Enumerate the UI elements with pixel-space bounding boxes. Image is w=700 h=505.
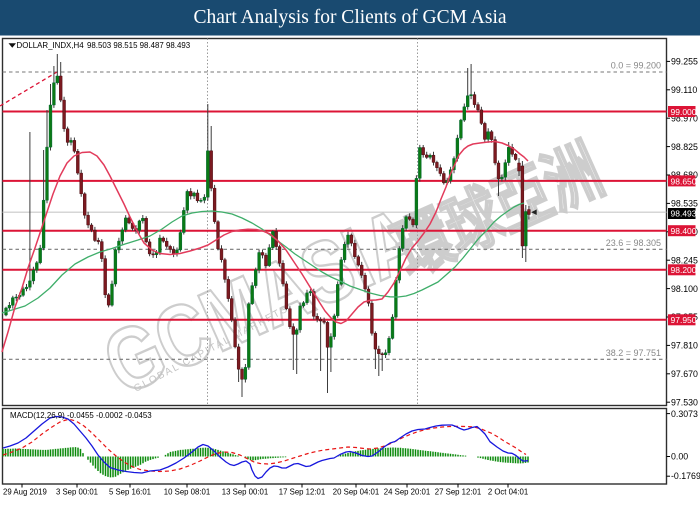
- svg-text:3 Sep 00:01: 3 Sep 00:01: [56, 488, 98, 497]
- svg-text:DOLLAR_INDX,H4: DOLLAR_INDX,H4: [17, 41, 85, 50]
- svg-text:98.650: 98.650: [671, 176, 697, 186]
- svg-text:-0.1769: -0.1769: [671, 471, 700, 481]
- svg-text:99.110: 99.110: [671, 85, 697, 95]
- svg-text:98.245: 98.245: [671, 255, 698, 265]
- svg-text:0.3073: 0.3073: [671, 409, 698, 419]
- svg-text:24 Sep 20:01: 24 Sep 20:01: [384, 488, 430, 497]
- svg-text:98.680: 98.680: [671, 170, 698, 180]
- svg-text:97.810: 97.810: [671, 341, 698, 351]
- svg-text:98.100: 98.100: [671, 284, 698, 294]
- svg-text:5 Sep 16:01: 5 Sep 16:01: [109, 488, 151, 497]
- svg-text:98.200: 98.200: [671, 265, 697, 275]
- svg-text:98.535: 98.535: [671, 199, 698, 209]
- svg-text:23.6 = 98.305: 23.6 = 98.305: [606, 238, 661, 248]
- svg-text:99.000: 99.000: [671, 107, 697, 117]
- svg-text:98.970: 98.970: [671, 113, 698, 123]
- svg-text:98.493: 98.493: [671, 209, 697, 219]
- svg-text:27 Sep 12:01: 27 Sep 12:01: [435, 488, 481, 497]
- svg-text:13 Sep 00:01: 13 Sep 00:01: [222, 488, 268, 497]
- svg-text:2 Oct 04:01: 2 Oct 04:01: [488, 488, 528, 497]
- svg-text:98.825: 98.825: [671, 142, 698, 152]
- svg-text:97.530: 97.530: [671, 397, 698, 407]
- svg-text:97.670: 97.670: [671, 369, 698, 379]
- svg-text:20 Sep 04:01: 20 Sep 04:01: [333, 488, 379, 497]
- svg-text:99.255: 99.255: [671, 57, 698, 67]
- svg-text:29 Aug 2019: 29 Aug 2019: [3, 488, 47, 497]
- svg-text:98.503 98.515 98.487 98.493: 98.503 98.515 98.487 98.493: [87, 41, 191, 50]
- svg-text:0.00: 0.00: [671, 452, 688, 462]
- svg-text:38.2 = 97.751: 38.2 = 97.751: [606, 348, 661, 358]
- svg-text:97.950: 97.950: [671, 315, 697, 325]
- svg-text:MACD(12,26,9) -0.0455 -0.0002: MACD(12,26,9) -0.0455 -0.0002 -0.0453: [10, 411, 152, 420]
- svg-text:0.0 = 99.200: 0.0 = 99.200: [611, 61, 661, 71]
- svg-text:10 Sep 08:01: 10 Sep 08:01: [164, 488, 210, 497]
- svg-text:17 Sep 12:01: 17 Sep 12:01: [279, 488, 325, 497]
- svg-text:Chart Analysis for Clients of: Chart Analysis for Clients of GCM Asia: [193, 7, 506, 28]
- svg-text:98.400: 98.400: [671, 226, 697, 236]
